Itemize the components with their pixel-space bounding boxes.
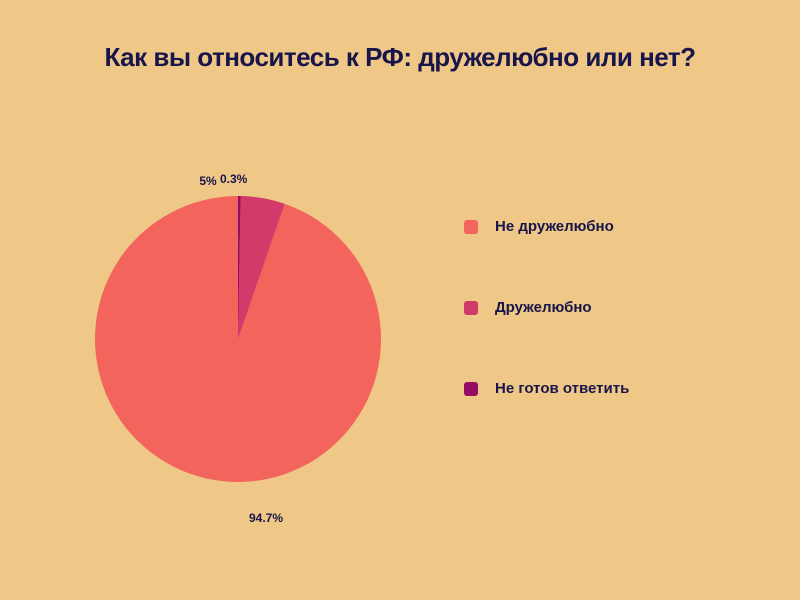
chart-title: Как вы относитесь к РФ: дружелюбно или н… [104,42,696,72]
pie-slice-undecided [238,196,241,339]
pie-slice-labels: 94.7% 5% 0.3% [199,172,283,525]
legend-item-not-friendly: Не дружелюбно [464,218,614,235]
legend-item-undecided: Не готов ответить [464,380,629,397]
legend-label-not-friendly: Не дружелюбно [495,218,614,235]
legend-label-undecided: Не готов ответить [495,380,630,397]
pie-label-not-friendly: 94.7% [249,511,283,525]
pie-slice-friendly [238,196,285,339]
pie-label-undecided: 0.3% [220,172,248,186]
pie-slice-not-friendly [94,196,381,482]
legend-swatch-not-friendly [464,219,478,234]
legend-swatch-friendly [464,300,478,315]
legend-item-friendly: Дружелюбно [464,299,592,316]
pie-slices [94,196,381,482]
legend-label-friendly: Дружелюбно [495,299,592,316]
legend-swatch-undecided [464,381,478,396]
pie-label-friendly: 5% [199,174,217,188]
